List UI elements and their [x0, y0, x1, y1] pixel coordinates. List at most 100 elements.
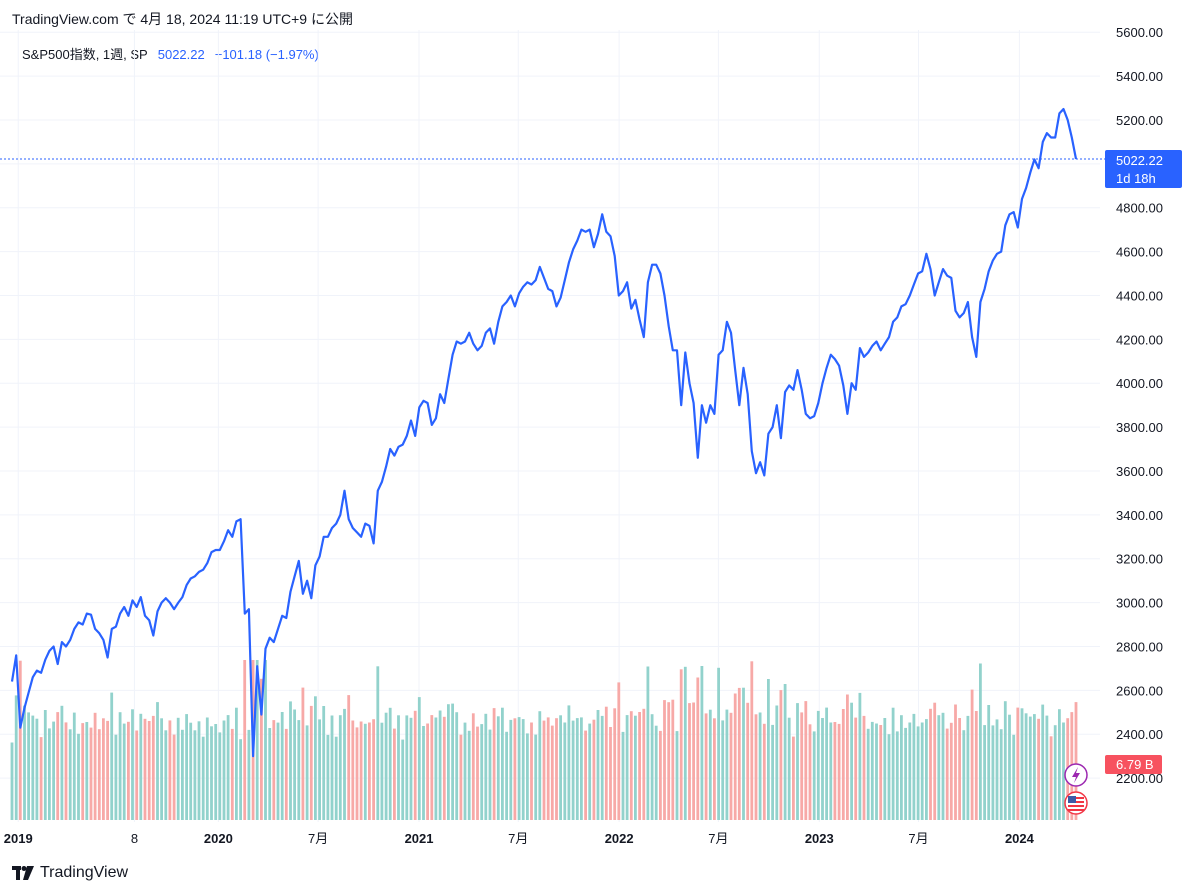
y-tick-label: 3200.00 — [1116, 552, 1163, 567]
volume-bar — [505, 731, 508, 820]
volume-bar — [230, 728, 234, 820]
volume-bar — [850, 702, 853, 820]
y-tick-label: 5600.00 — [1116, 25, 1163, 40]
volume-bar — [895, 731, 899, 820]
volume-bar — [1016, 707, 1020, 820]
x-tick-label: 2023 — [805, 831, 834, 846]
volume-bar — [455, 712, 459, 820]
tradingview-logo-icon[interactable] — [12, 866, 34, 880]
volume-bar — [305, 725, 309, 820]
volume-bar — [575, 718, 579, 820]
volume-bar — [837, 723, 841, 820]
volume-bar — [862, 715, 866, 820]
volume-bar — [214, 724, 218, 820]
volume-bar — [164, 730, 168, 820]
x-tick-label: 7月 — [508, 831, 528, 846]
volume-bar — [235, 707, 238, 820]
volume-bar — [808, 724, 812, 820]
volume-bar — [663, 700, 666, 820]
volume-bar — [538, 711, 542, 820]
volume-bar — [268, 728, 272, 820]
volume-bar — [181, 729, 184, 820]
volume-bar — [106, 720, 109, 820]
volume-bar — [85, 722, 89, 820]
y-tick-label: 2600.00 — [1116, 683, 1163, 698]
volume-bar — [1053, 725, 1057, 820]
volume-bar — [683, 666, 687, 820]
volume-bar — [904, 727, 907, 820]
price-tag-countdown: 1d 18h — [1116, 171, 1156, 186]
x-axis: 2019 8 2020 7月 2021 7月 2022 7月 2023 7月 2024 — [4, 831, 1035, 846]
volume-bar — [1024, 713, 1028, 820]
volume-bar — [733, 693, 737, 820]
volume-bar — [330, 715, 334, 820]
volume-bar — [779, 690, 783, 820]
volume-bar — [596, 710, 600, 820]
x-tick-label: 7月 — [708, 831, 728, 846]
legend-symbol[interactable]: S&P500指数, 1週, SP — [22, 47, 148, 62]
volume-bar — [546, 717, 550, 820]
volume-bar — [147, 721, 151, 820]
us-flag-icon[interactable] — [1064, 791, 1088, 815]
volume-bar — [127, 721, 130, 820]
volume-bar — [750, 661, 754, 820]
volume-bar — [156, 702, 159, 820]
volume-bar — [604, 706, 608, 820]
volume-bar — [775, 705, 779, 820]
volume-tag-value: 6.79 B — [1116, 757, 1154, 772]
volume-bar — [347, 695, 351, 820]
volume-bar — [692, 702, 695, 820]
volume-bar — [10, 742, 14, 820]
volume-bar — [796, 703, 799, 820]
volume-bar — [484, 713, 488, 820]
footer-brand[interactable]: TradingView — [40, 864, 129, 881]
volume-bar — [264, 660, 267, 820]
volume-bar — [247, 729, 251, 820]
volume-bar — [916, 726, 920, 820]
volume-bar — [309, 705, 313, 820]
volume-bar — [68, 729, 72, 820]
volume-bar — [135, 730, 139, 820]
volume-bar — [413, 710, 417, 820]
volume-bar — [584, 730, 587, 820]
volume-bar — [1062, 722, 1065, 820]
volume-bar — [991, 725, 995, 820]
volume-bar — [318, 719, 321, 820]
y-tick-label: 2800.00 — [1116, 639, 1163, 654]
volume-bar — [27, 712, 30, 820]
volume-bar — [854, 717, 858, 820]
volume-bar — [430, 715, 434, 820]
volume-bar — [521, 719, 525, 820]
volume-bar — [60, 705, 64, 820]
volume-bar — [671, 699, 675, 820]
volume-bar — [93, 712, 97, 820]
volume-bar — [846, 694, 849, 820]
volume-bar — [417, 697, 421, 820]
volume-bar — [355, 727, 359, 820]
x-tick-label: 2024 — [1005, 831, 1035, 846]
volume-bar — [675, 731, 679, 820]
volume-bar — [110, 692, 114, 820]
y-tick-label: 3400.00 — [1116, 508, 1163, 523]
volume-bar — [970, 689, 974, 820]
volume-bar — [35, 718, 39, 820]
volume-bar — [767, 679, 770, 820]
volume-bar — [48, 728, 51, 820]
volume-bar — [501, 707, 504, 820]
volume-bar — [567, 705, 571, 820]
y-tick-label: 5400.00 — [1116, 69, 1163, 84]
volume-bar — [459, 734, 463, 820]
volume-bar — [89, 727, 93, 820]
volume-bar — [563, 722, 567, 820]
volume-bar — [438, 710, 442, 820]
lightning-icon[interactable] — [1064, 763, 1088, 787]
volume-bar — [812, 731, 816, 820]
volume-bar — [983, 725, 986, 820]
volume-bar — [925, 719, 928, 820]
volume-bar — [97, 729, 101, 820]
volume-bar — [721, 720, 725, 820]
volume-bar — [941, 712, 945, 820]
volume-bar — [471, 713, 475, 820]
volume-bar — [81, 723, 85, 820]
